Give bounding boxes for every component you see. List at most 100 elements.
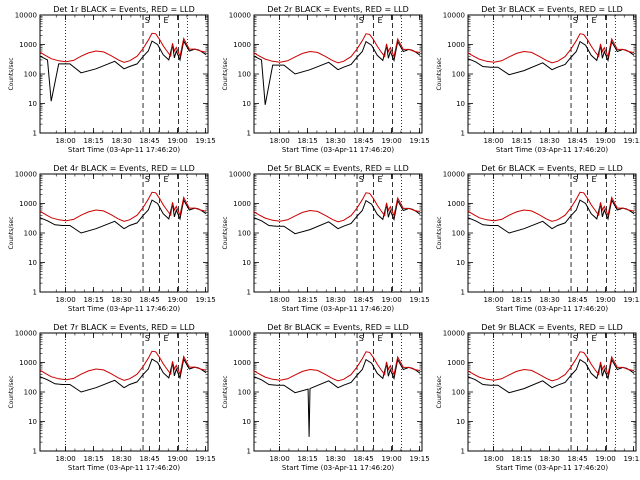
plot-frame <box>467 332 637 452</box>
y-tick-label: 10000 <box>443 12 465 20</box>
chart-panel-2: Det 2r BLACK = Events, RED = LLD 1 10 100 10… <box>222 5 430 154</box>
y-tick-label: 1 <box>461 130 465 138</box>
x-axis-label: Start Time (03-Apr-11 17:46:20) <box>68 305 180 313</box>
y-tick-label: 1 <box>461 289 465 297</box>
y-axis-label: Counts/sec <box>8 57 15 90</box>
x-tick-label: 18:45 <box>567 455 587 463</box>
lld-series-line <box>467 33 635 64</box>
lld-series-line <box>39 191 207 222</box>
x-tick-label: 18:15 <box>511 296 531 304</box>
chart-title: Det 3r BLACK = Events, RED = LLD <box>481 5 623 14</box>
y-tick-label: 10 <box>28 259 37 267</box>
events-series-line <box>253 40 421 105</box>
y-tick-label: 1000 <box>447 200 465 208</box>
x-tick-label: 18:30 <box>539 296 559 304</box>
e-marker-label: E <box>163 16 168 25</box>
e-marker-label: E <box>377 175 382 184</box>
y-tick-label: 1 <box>461 448 465 456</box>
x-tick-label: 19:00 <box>381 296 401 304</box>
y-tick-label: 10 <box>456 418 465 426</box>
x-tick-label: 18:45 <box>139 296 159 304</box>
x-tick-label: 18:00 <box>55 137 75 145</box>
x-tick-label: 18:45 <box>567 296 587 304</box>
chart-title: Det 8r BLACK = Events, RED = LLD <box>267 323 409 332</box>
y-tick-label: 10000 <box>15 171 37 179</box>
x-tick-label: 18:15 <box>297 296 317 304</box>
x-tick-label: 18:00 <box>269 455 289 463</box>
x-tick-label: 18:45 <box>567 137 587 145</box>
e-marker-label: E <box>591 334 596 343</box>
y-tick-label: 10000 <box>229 12 251 20</box>
plot-frame <box>253 173 423 293</box>
x-tick-label: 19:15 <box>623 137 640 145</box>
chart-panel-3: Det 3r BLACK = Events, RED = LLD 1 10 100 10… <box>436 5 640 154</box>
y-tick-label: 100 <box>452 230 465 238</box>
chart-title: Det 6r BLACK = Events, RED = LLD <box>481 164 623 173</box>
chart-title: Det 7r BLACK = Events, RED = LLD <box>53 323 195 332</box>
x-tick-label: 18:15 <box>297 455 317 463</box>
chart-title: Det 5r BLACK = Events, RED = LLD <box>267 164 409 173</box>
x-tick-label: 18:15 <box>511 137 531 145</box>
events-series-line <box>467 358 635 394</box>
y-tick-label: 1000 <box>447 41 465 49</box>
chart-title: Det 1r BLACK = Events, RED = LLD <box>53 5 195 14</box>
x-tick-label: 19:15 <box>409 137 429 145</box>
plot-frame <box>39 173 209 293</box>
y-tick-label: 10 <box>456 259 465 267</box>
y-axis-label: Counts/sec <box>222 57 229 90</box>
x-tick-label: 18:30 <box>539 137 559 145</box>
y-tick-label: 10000 <box>229 330 251 338</box>
y-tick-label: 10000 <box>443 330 465 338</box>
x-tick-label: 18:30 <box>325 137 345 145</box>
lld-series-line <box>253 33 421 64</box>
lld-series-line <box>467 191 635 222</box>
x-axis-label: Start Time (03-Apr-11 17:46:20) <box>496 146 608 154</box>
x-tick-label: 18:15 <box>83 455 103 463</box>
y-tick-label: 1000 <box>447 359 465 367</box>
x-tick-label: 18:00 <box>269 296 289 304</box>
events-series-line <box>39 357 207 393</box>
x-tick-label: 19:15 <box>195 296 215 304</box>
chart-panel-6: Det 6r BLACK = Events, RED = LLD 1 10 100 10… <box>436 164 640 313</box>
y-tick-label: 10 <box>28 418 37 426</box>
x-axis-label: Start Time (03-Apr-11 17:46:20) <box>496 464 608 472</box>
x-tick-label: 19:00 <box>381 137 401 145</box>
e-marker-label: E <box>377 16 382 25</box>
e-marker-label: E <box>163 175 168 184</box>
x-axis-label: Start Time (03-Apr-11 17:46:20) <box>282 464 394 472</box>
y-tick-label: 1 <box>33 448 37 456</box>
y-axis-label: Counts/sec <box>222 375 229 408</box>
y-tick-label: 1000 <box>233 359 251 367</box>
y-tick-label: 10 <box>242 100 251 108</box>
x-tick-label: 18:15 <box>297 137 317 145</box>
y-axis-label: Counts/sec <box>436 57 443 90</box>
s-marker-label: S <box>573 334 578 343</box>
chart-panel-4: Det 4r BLACK = Events, RED = LLD 1 10 100 10… <box>8 164 216 313</box>
x-tick-label: 18:00 <box>269 137 289 145</box>
s-marker-label: S <box>573 16 578 25</box>
y-tick-label: 1000 <box>19 200 37 208</box>
x-tick-label: 18:00 <box>483 137 503 145</box>
x-tick-label: 19:00 <box>595 455 615 463</box>
y-tick-label: 100 <box>24 230 37 238</box>
x-tick-label: 19:00 <box>381 455 401 463</box>
events-series-line <box>253 199 421 235</box>
x-axis-label: Start Time (03-Apr-11 17:46:20) <box>68 464 180 472</box>
x-tick-label: 19:15 <box>409 296 429 304</box>
y-tick-label: 10 <box>242 418 251 426</box>
chart-title: Det 4r BLACK = Events, RED = LLD <box>53 164 195 173</box>
y-tick-label: 10 <box>242 259 251 267</box>
y-tick-label: 1000 <box>233 200 251 208</box>
y-tick-label: 1 <box>247 130 251 138</box>
y-tick-label: 100 <box>238 230 251 238</box>
y-tick-label: 1 <box>33 130 37 138</box>
x-tick-label: 18:15 <box>83 137 103 145</box>
x-tick-label: 18:00 <box>55 296 75 304</box>
x-tick-label: 18:15 <box>83 296 103 304</box>
x-tick-label: 18:30 <box>539 455 559 463</box>
y-tick-label: 100 <box>238 389 251 397</box>
x-tick-label: 19:15 <box>195 455 215 463</box>
y-tick-label: 1000 <box>233 41 251 49</box>
y-tick-label: 10 <box>28 100 37 108</box>
chart-panel-7: Det 7r BLACK = Events, RED = LLD 1 10 100 10… <box>8 323 216 472</box>
